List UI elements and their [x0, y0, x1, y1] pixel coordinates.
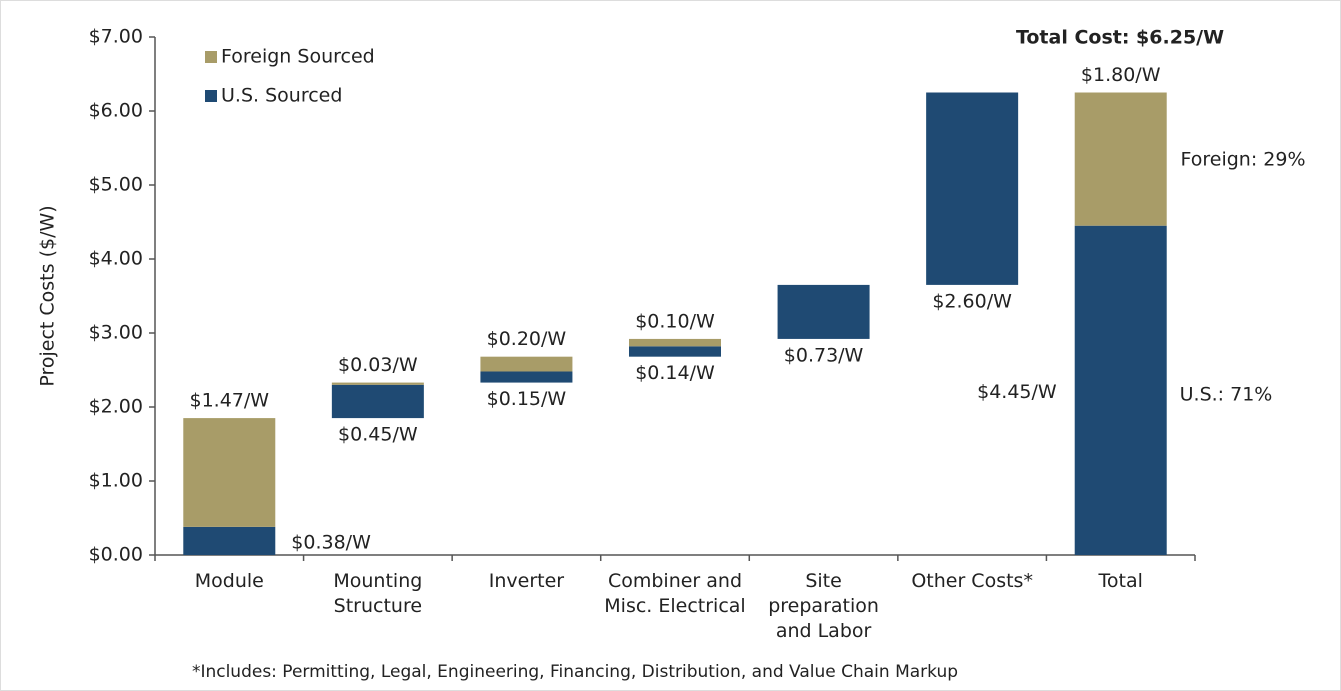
- value-label: $4.45/W: [977, 381, 1057, 403]
- x-tick-label-line: Mounting: [333, 570, 422, 592]
- x-tick-label-line: Other Costs*: [911, 570, 1033, 592]
- bar-segment: [480, 371, 573, 383]
- value-label: $0.20/W: [487, 328, 567, 350]
- value-label: $0.15/W: [487, 388, 567, 410]
- x-tick-label-line: Combiner and: [608, 570, 742, 592]
- annotation: Foreign: 29%: [1180, 149, 1305, 171]
- bar-segment: [183, 526, 276, 555]
- value-label: $0.03/W: [338, 354, 418, 376]
- x-tick-label-line: Site: [805, 570, 841, 592]
- y-axis-label: Project Costs ($/W): [37, 205, 59, 386]
- footnote: *Includes: Permitting, Legal, Engineerin…: [192, 662, 958, 682]
- y-tick-label: $4.00: [89, 248, 143, 270]
- y-tick-label: $3.00: [89, 322, 143, 344]
- bar-segment: [331, 382, 424, 385]
- bar-segment: [1074, 225, 1167, 555]
- y-tick-label: $0.00: [89, 544, 143, 566]
- x-tick-label-line: preparation: [768, 595, 879, 617]
- bar-segment: [926, 92, 1019, 285]
- x-tick-label: Mounting Structure: [333, 570, 422, 617]
- y-tick-label: $6.00: [89, 100, 143, 122]
- bar-segment: [331, 384, 424, 419]
- value-label: $1.47/W: [189, 390, 269, 412]
- value-label: $1.80/W: [1081, 64, 1161, 86]
- x-tick-label: Inverter: [489, 570, 565, 592]
- bar-segment: [480, 356, 573, 372]
- x-tick-label: Other Costs*: [911, 570, 1033, 592]
- bar-segment: [629, 346, 721, 357]
- y-tick-label: $5.00: [89, 174, 143, 196]
- y-tick-label: $7.00: [89, 26, 143, 48]
- x-tick-label: Module: [195, 570, 264, 592]
- legend-label: Foreign Sourced: [221, 46, 375, 68]
- value-label: $0.45/W: [338, 424, 418, 446]
- value-label: $0.14/W: [635, 362, 715, 384]
- y-tick-label: $1.00: [89, 470, 143, 492]
- value-label: $2.60/W: [932, 290, 1012, 312]
- x-tick-label-line: Inverter: [489, 570, 565, 592]
- value-label: $0.38/W: [291, 532, 371, 554]
- y-tick-label: $2.00: [89, 396, 143, 418]
- x-tick-label: Total: [1098, 570, 1143, 592]
- bar-segment: [629, 338, 721, 347]
- x-tick-label-line: Structure: [334, 595, 422, 617]
- x-tick-label-line: and Labor: [776, 620, 872, 642]
- x-tick-label: Combiner and Misc. Electrical: [604, 570, 745, 617]
- x-tick-label: Site preparation and Labor: [768, 570, 879, 642]
- annotation: Total Cost: $6.25/W: [1016, 27, 1224, 49]
- x-tick-label-line: Misc. Electrical: [604, 595, 745, 617]
- legend-swatch: [205, 51, 217, 63]
- legend-swatch: [205, 90, 217, 102]
- bar-segment: [183, 418, 276, 527]
- bar-segment: [777, 284, 870, 339]
- x-tick-label-line: Module: [195, 570, 264, 592]
- annotation: U.S.: 71%: [1180, 384, 1273, 406]
- value-label: $0.10/W: [635, 310, 715, 332]
- x-tick-label-line: Total: [1098, 570, 1143, 592]
- legend-label: U.S. Sourced: [221, 85, 342, 107]
- value-label: $0.73/W: [784, 344, 864, 366]
- bar-segment: [1074, 92, 1167, 226]
